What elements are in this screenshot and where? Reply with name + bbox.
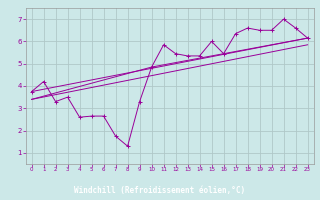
Text: Windchill (Refroidissement éolien,°C): Windchill (Refroidissement éolien,°C) [75,186,245,196]
